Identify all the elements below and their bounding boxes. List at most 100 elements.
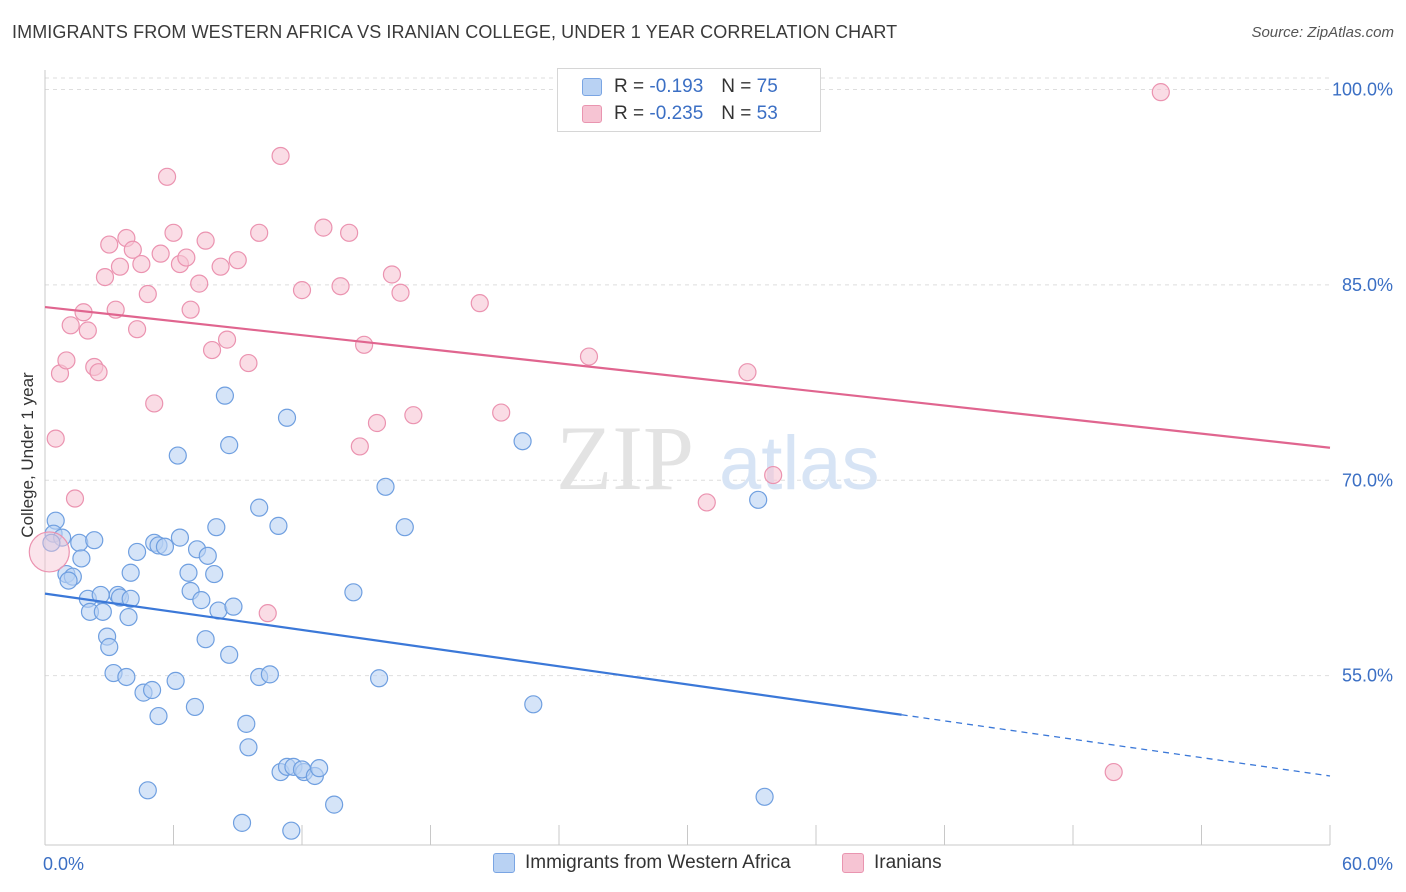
point-iranians-16 (132, 254, 151, 274)
point-iranians-42 (382, 265, 402, 284)
point-western-africa-72 (755, 787, 774, 806)
y-axis-label: College, Under 1 year (18, 372, 37, 538)
point-iranians-31 (239, 353, 258, 373)
legend-row-blue: R = -0.193 N = 75 (582, 76, 778, 98)
point-western-africa-22 (170, 528, 190, 547)
point-western-africa-60 (220, 436, 239, 455)
legend-n-value: 75 (756, 76, 778, 97)
point-western-africa-17 (119, 607, 138, 627)
trend-line-0 (44, 592, 902, 716)
point-iranians-28 (211, 257, 230, 276)
point-western-africa-21 (155, 537, 175, 556)
point-western-africa-55 (325, 795, 344, 814)
source-label: Source: ZipAtlas.com (1251, 24, 1394, 41)
legend-n-label: N = (721, 76, 752, 97)
point-western-africa-3 (42, 533, 61, 552)
point-iranians-40 (355, 335, 374, 354)
series-legend-blue: Immigrants from Western Africa (493, 852, 791, 874)
trend-lines (44, 305, 1331, 777)
watermark-atlas: atlas (719, 421, 880, 506)
point-western-africa-38 (117, 667, 136, 687)
series-legend-pink: Iranians (842, 852, 942, 874)
point-iranians-39 (350, 437, 369, 456)
point-iranians-23 (177, 248, 196, 267)
point-iranians-53 (28, 531, 70, 573)
stats-legend: R = -0.193 N = 75 R = -0.235 N = 53 (557, 68, 821, 132)
point-western-africa-25 (198, 546, 217, 565)
point-western-africa-14 (121, 589, 140, 608)
point-western-africa-4 (70, 533, 89, 552)
point-western-africa-70 (524, 695, 543, 714)
point-iranians-17 (138, 284, 157, 304)
legend-r-value: -0.235 (649, 103, 704, 124)
point-western-africa-66 (395, 518, 414, 537)
legend-swatch-blue (582, 78, 602, 96)
point-iranians-8 (89, 363, 108, 382)
point-iranians-9 (95, 268, 115, 287)
point-western-africa-29 (192, 591, 211, 610)
point-iranians-18 (145, 394, 164, 413)
point-western-africa-41 (166, 671, 185, 690)
point-iranians-45 (470, 294, 489, 313)
watermark: ZIP atlas (556, 407, 880, 509)
point-western-africa-40 (142, 680, 162, 700)
point-iranians-24 (181, 300, 200, 319)
point-western-africa-59 (215, 386, 234, 405)
point-western-africa-47 (260, 665, 279, 684)
point-iranians-37 (331, 277, 350, 296)
y-tick-label-1: 70.0% (1342, 470, 1393, 490)
series-swatch-pink (842, 853, 864, 873)
point-iranians-44 (404, 406, 423, 425)
series-swatch-blue (493, 853, 515, 873)
point-iranians-33 (258, 604, 277, 623)
point-iranians-52 (1151, 83, 1170, 102)
point-western-africa-36 (220, 645, 239, 664)
point-iranians-3 (61, 316, 80, 335)
point-iranians-43 (391, 283, 410, 302)
y-tick-label-0: 55.0% (1342, 666, 1393, 686)
y-tick-label-2: 85.0% (1342, 275, 1393, 295)
point-western-africa-68 (370, 669, 389, 688)
point-western-africa-64 (269, 516, 288, 535)
point-western-africa-43 (185, 697, 205, 717)
point-western-africa-32 (121, 563, 140, 582)
point-western-africa-69 (513, 432, 532, 451)
point-iranians-50 (764, 465, 783, 485)
point-iranians-10 (100, 235, 119, 254)
point-iranians-35 (292, 281, 312, 300)
point-western-africa-56 (282, 821, 301, 840)
point-western-africa-5 (85, 531, 104, 550)
point-western-africa-61 (168, 446, 187, 465)
point-western-africa-35 (196, 630, 215, 649)
point-western-africa-62 (277, 408, 297, 427)
axes (44, 70, 1331, 846)
point-western-africa-31 (224, 597, 243, 616)
point-iranians-25 (190, 274, 209, 293)
point-western-africa-42 (149, 706, 168, 726)
watermark-zip: ZIP (556, 407, 694, 509)
x-tick-label-min: 0.0% (43, 854, 84, 874)
point-western-africa-9 (59, 571, 78, 590)
point-iranians-26 (196, 231, 215, 250)
y-tick-label-3: 100.0% (1332, 80, 1393, 100)
legend-swatch-pink (582, 105, 602, 123)
point-western-africa-58 (138, 781, 157, 800)
point-iranians-47 (579, 347, 599, 366)
x-tick-label-max: 60.0% (1342, 854, 1393, 874)
point-iranians-51 (1104, 762, 1123, 782)
trend-line-1 (44, 305, 1331, 449)
point-western-africa-54 (310, 759, 329, 778)
chart-title: IMMIGRANTS FROM WESTERN AFRICA VS IRANIA… (12, 22, 898, 42)
point-iranians-46 (492, 403, 511, 422)
series-name-pink: Iranians (874, 852, 942, 873)
point-iranians-36 (314, 218, 333, 237)
point-western-africa-71 (749, 490, 768, 509)
point-iranians-12 (110, 257, 130, 276)
point-iranians-48 (697, 493, 716, 512)
point-western-africa-65 (376, 477, 395, 496)
point-iranians-4 (65, 489, 85, 508)
point-iranians-29 (217, 330, 237, 349)
point-iranians-30 (228, 251, 247, 270)
point-iranians-21 (164, 223, 183, 242)
